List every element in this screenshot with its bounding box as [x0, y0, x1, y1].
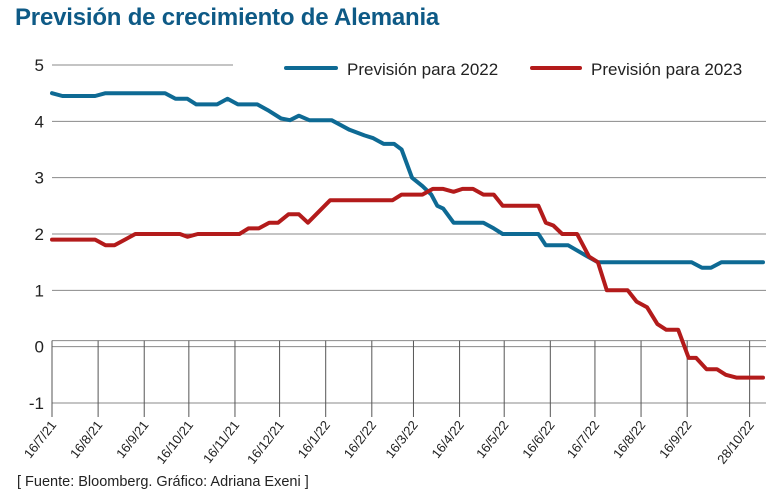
y-tick-label: 5	[35, 56, 44, 75]
x-tick-label: 28/10/22	[714, 418, 757, 467]
y-axis: 5 4 3 2 1 0 -1	[29, 56, 44, 413]
series-line-2023	[50, 186, 765, 380]
y-tick-label: 4	[35, 112, 44, 131]
legend-label-2022: Previsión para 2022	[347, 60, 498, 79]
y-tick-label: 2	[35, 225, 44, 244]
x-tick-label: 16/8/21	[67, 418, 106, 461]
legend-label-2023: Previsión para 2023	[591, 60, 742, 79]
x-tick-label: 16/12/21	[244, 418, 287, 467]
x-tick-label: 16/9/22	[656, 418, 695, 461]
x-tick-label: 16/11/21	[200, 418, 242, 466]
x-tick-label: 16/4/22	[428, 418, 467, 461]
legend: Previsión para 2022 Previsión para 2023	[284, 60, 742, 79]
x-axis: 16/7/21 16/8/21 16/9/21 16/10/21 16/11/21 16/…	[21, 418, 757, 467]
y-tick-label: 0	[35, 338, 44, 357]
grid	[51, 64, 766, 417]
y-tick-label: 3	[35, 169, 44, 188]
x-tick-label: 16/1/22	[295, 418, 334, 461]
series-lines	[50, 91, 765, 380]
x-tick-label: 16/10/21	[153, 418, 196, 467]
x-tick-label: 16/9/21	[113, 418, 152, 461]
x-tick-label: 16/2/22	[341, 418, 380, 461]
source-credit: [ Fuente: Bloomberg. Gráfico: Adriana Ex…	[17, 474, 309, 490]
x-tick-label: 16/6/22	[519, 418, 558, 461]
x-tick-label: 16/7/21	[21, 418, 60, 461]
x-tick-label: 16/5/22	[473, 418, 512, 461]
series-line-2022	[50, 91, 765, 270]
chart-title: Previsión de crecimiento de Alemania	[15, 4, 440, 31]
x-tick-label: 16/7/22	[564, 418, 603, 461]
y-tick-label: -1	[29, 394, 44, 413]
y-tick-label: 1	[35, 281, 44, 300]
x-tick-label: 16/8/22	[610, 418, 649, 461]
x-tick-label: 16/3/22	[382, 418, 421, 461]
